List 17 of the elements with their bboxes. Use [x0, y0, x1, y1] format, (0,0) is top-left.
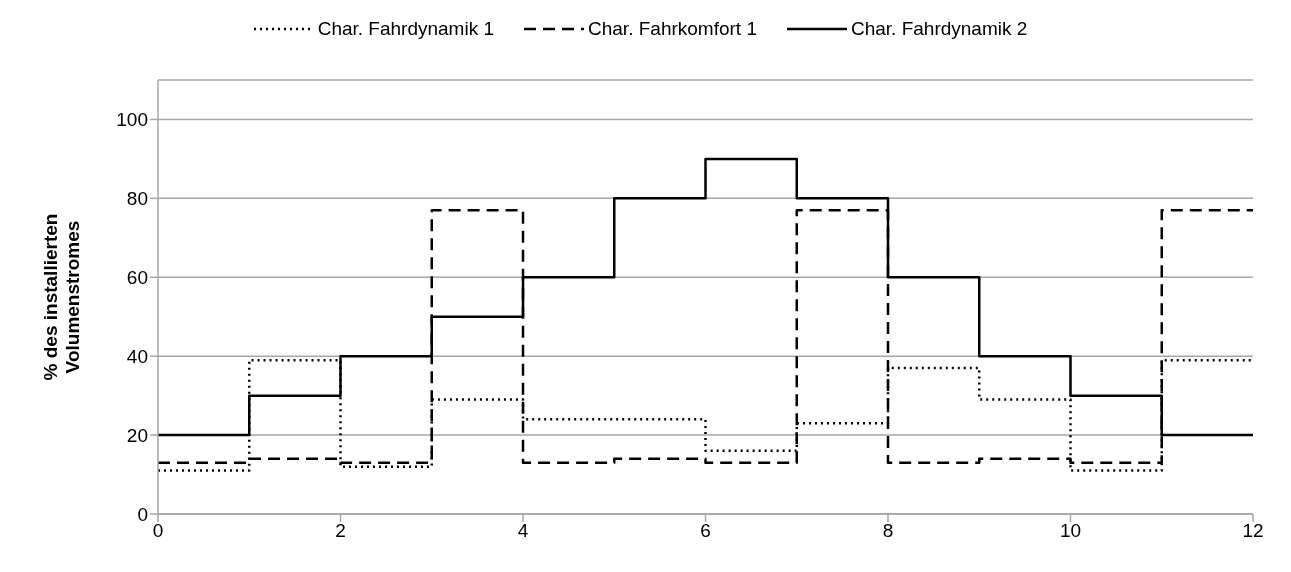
- y-tick-label: 40: [126, 345, 148, 367]
- legend-label: Char. Fahrdynamik 1: [317, 18, 495, 40]
- x-tick-label: 2: [335, 520, 346, 542]
- x-tick-label: 12: [1242, 520, 1264, 542]
- x-tick-label: 6: [700, 520, 711, 542]
- y-tick-label: 80: [126, 188, 148, 210]
- legend-label: Char. Fahrdynamik 2: [850, 18, 1028, 40]
- x-tick-label: 4: [517, 520, 529, 542]
- y-tick-label: 0: [137, 503, 148, 525]
- x-tick-label: 8: [882, 520, 894, 542]
- y-tick-label: 100: [116, 109, 148, 131]
- y-axis-title: % des installierten Volumenstromes: [40, 213, 83, 381]
- x-tick-label: 0: [152, 520, 164, 542]
- x-tick-label: 10: [1059, 520, 1082, 542]
- y-tick-label: 20: [126, 424, 148, 446]
- y-tick-label: 60: [126, 267, 148, 289]
- legend-label: Char. Fahrkomfort 1: [588, 18, 757, 40]
